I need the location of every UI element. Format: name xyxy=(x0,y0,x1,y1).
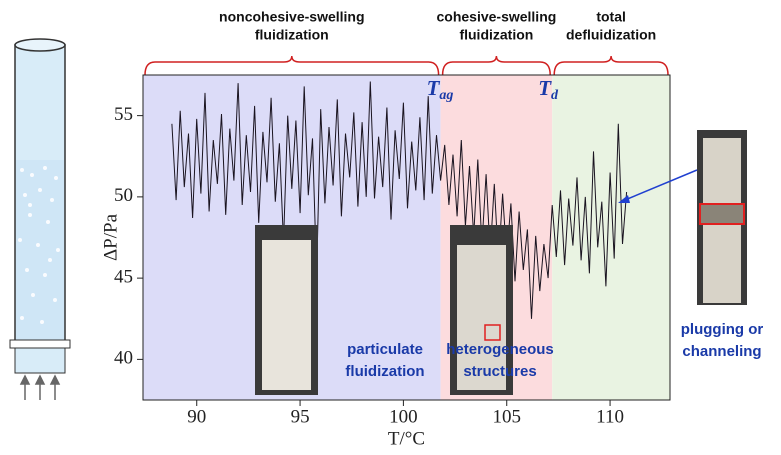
x-tick-label: 90 xyxy=(187,406,206,427)
arrow xyxy=(624,169,698,201)
distributor xyxy=(9,339,71,349)
highlight-box xyxy=(484,324,501,341)
annotation: plugging or xyxy=(681,321,764,338)
plot: 90 95 100 105 110 40 45 50 55 T/°C ΔP/Pa xyxy=(100,74,671,449)
region-label: fluidization xyxy=(459,27,533,43)
y-tick-label: 55 xyxy=(114,104,133,125)
x-tick-label: 100 xyxy=(389,406,418,427)
y-tick-label: 50 xyxy=(114,185,133,206)
overlay: noncohesive-swelling fluidization particul… xyxy=(219,9,763,380)
annotation: fluidization xyxy=(345,363,424,380)
tube-top xyxy=(14,38,66,52)
annotation: structures xyxy=(463,363,536,380)
region-label: defluidization xyxy=(566,27,656,43)
arrow-head xyxy=(618,195,630,203)
boundary-label: Td xyxy=(538,76,559,103)
x-axis-label: T/°C xyxy=(388,428,425,449)
particles xyxy=(18,166,60,324)
photo-bed xyxy=(457,245,506,390)
y-tick-label: 40 xyxy=(114,348,133,369)
photo-bed xyxy=(262,240,311,390)
x-tick-label: 105 xyxy=(492,406,521,427)
y-tick-label: 45 xyxy=(114,266,133,287)
data-line xyxy=(171,81,628,319)
region-label: cohesive-swelling xyxy=(436,9,556,25)
tube-base xyxy=(14,347,66,374)
column-diagram xyxy=(9,38,71,400)
highlight-box xyxy=(699,203,745,225)
y-axis-label: ΔP/Pa xyxy=(100,213,121,261)
boundary-symbol: T xyxy=(538,76,552,100)
annotation: channeling xyxy=(682,343,761,360)
boundary-subscript: ag xyxy=(439,88,453,103)
boundary-subscript: d xyxy=(551,88,559,103)
boundary-label: Tag xyxy=(427,76,454,103)
x-tick-label: 110 xyxy=(596,406,624,427)
photos xyxy=(255,130,747,395)
boundary-symbol: T xyxy=(427,76,441,100)
x-tick-label: 95 xyxy=(291,406,310,427)
annotation: heterogeneous xyxy=(446,341,554,358)
plot-frame xyxy=(142,74,671,401)
gas-arrows xyxy=(19,374,61,400)
brace xyxy=(553,55,669,76)
region-label: fluidization xyxy=(255,27,329,43)
brace xyxy=(144,55,440,76)
region xyxy=(552,75,670,400)
region-label: noncohesive-swelling xyxy=(219,9,364,25)
brace xyxy=(441,55,551,76)
region-label: total xyxy=(596,9,626,25)
annotation: particulate xyxy=(347,341,423,358)
